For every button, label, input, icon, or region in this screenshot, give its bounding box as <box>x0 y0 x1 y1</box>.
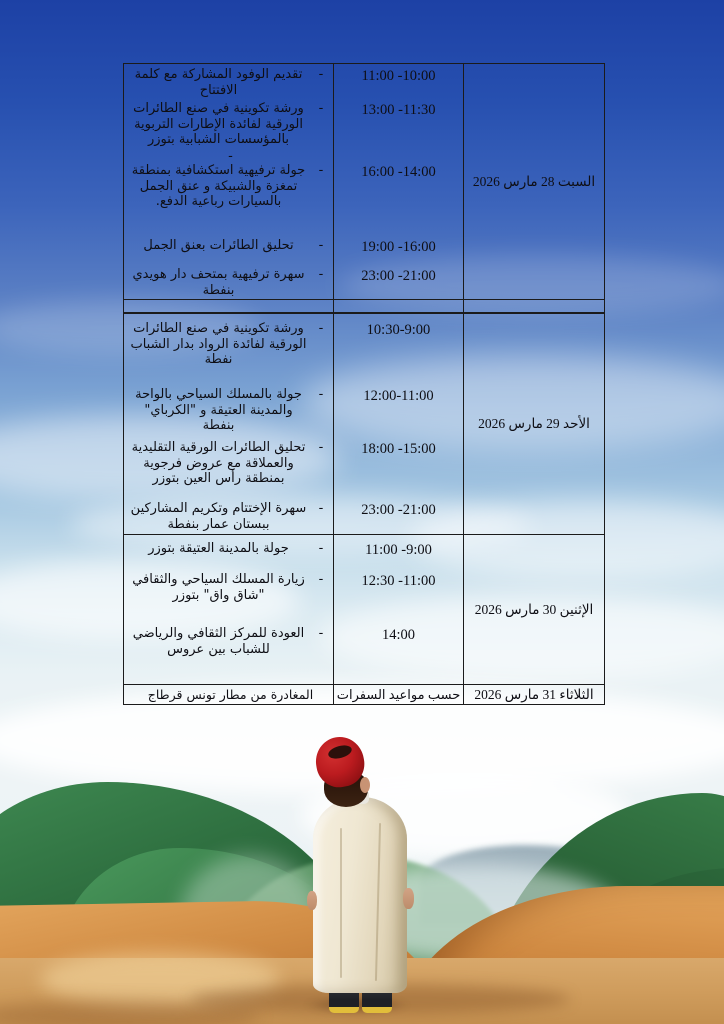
cloud <box>0 415 340 500</box>
activity-item: - تحليق الطائرات بعنق الجمل <box>124 238 333 267</box>
time-slot: 13:00 -11:30 <box>361 102 436 118</box>
schedule-day-row-monday: - جولة بالمدينة العتيقة بتوزر - زيارة ال… <box>124 534 604 684</box>
table-gap-row <box>124 299 604 312</box>
activity-text: تقديم الوفود المشاركة مع كلمة الافتتاح <box>134 67 303 98</box>
time-slot: حسب مواعيد السفرات <box>336 686 461 702</box>
sand-highlight <box>40 952 280 1007</box>
activity-item: - العودة للمركز الثقافي والرياضي للشباب … <box>124 626 333 657</box>
time-slot: 12:00-11:00 <box>363 388 434 404</box>
cheek <box>360 777 370 793</box>
activity-cell: - جولة بالمدينة العتيقة بتوزر - زيارة ال… <box>124 535 334 684</box>
bullet-dash: - <box>318 440 324 455</box>
bullet-dash: - <box>318 572 324 587</box>
bullet-dash: - <box>318 101 324 116</box>
time-slot: 23:00 -21:00 <box>361 502 436 518</box>
cloud <box>410 500 724 580</box>
time-slot: 23:00 -21:00 <box>361 268 436 284</box>
bullet-dash: - <box>318 67 324 82</box>
activity-text: - <box>228 149 233 164</box>
activity-text: العودة للمركز الثقافي والرياضي للشباب بي… <box>132 626 305 657</box>
time-slot: 14:00 <box>381 627 416 643</box>
time-cell: حسب مواعيد السفرات <box>334 685 464 704</box>
activity-item: - تحليق الطائرات الورقية التقليدية والعم… <box>124 440 333 501</box>
right-hand <box>403 888 414 909</box>
time-slot: 10:30-9:00 <box>366 322 431 338</box>
time-cell: 11:00 -10:00 13:00 -11:30 16:00 -14:00 1… <box>334 64 464 299</box>
bullet-dash: - <box>318 501 324 516</box>
bullet-dash: - <box>318 321 324 336</box>
bullet-dash: - <box>318 387 324 402</box>
schedule-table: - تقديم الوفود المشاركة مع كلمة الافتتاح… <box>123 63 605 705</box>
bullet-dash: - <box>318 541 324 556</box>
activity-item: - جولة بالمسلك السياحي بالواحة والمدينة … <box>124 387 333 440</box>
white-jebba-robe <box>313 797 407 993</box>
time-slot: 12:30 -11:00 <box>361 573 436 589</box>
activity-text: المغادرة من مطار تونس قرطاج <box>147 686 314 702</box>
activity-item: - ورشة تكوينية في صنع الطائرات الورقية ل… <box>124 101 333 149</box>
activity-item: - جولة ترفيهية استكشافية بمنطقة تمغزة وا… <box>124 163 333 238</box>
activity-cell: - ورشة تكوينية في صنع الطائرات الورقية ل… <box>124 314 334 534</box>
activity-item: - سهرة ترفيهية بمتحف دار هويدي بنفطة <box>124 267 333 298</box>
date-cell: الثلاثاء 31 مارس 2026 <box>474 686 594 702</box>
activity-text: تحليق الطائرات بعنق الجمل <box>143 238 294 253</box>
cloud <box>320 595 724 680</box>
activity-text: سهرة الإختتام وتكريم المشاركين ببستان عم… <box>130 501 307 532</box>
activity-item: - زيارة المسلك السياحي والثقافي "شاق واق… <box>124 572 333 626</box>
date-cell: الأحد 29 مارس 2026 <box>478 416 590 431</box>
time-slot: 11:00 -9:00 <box>365 542 432 558</box>
activity-text: سهرة ترفيهية بمتحف دار هويدي بنفطة <box>132 267 305 298</box>
activity-item: المغادرة من مطار تونس قرطاج <box>124 685 333 704</box>
activity-item: - ورشة تكوينية في صنع الطائرات الورقية ل… <box>124 321 333 387</box>
robe-fold <box>340 828 342 978</box>
schedule-day-row-saturday: - تقديم الوفود المشاركة مع كلمة الافتتاح… <box>124 64 604 299</box>
activity-item: - تقديم الوفود المشاركة مع كلمة الافتتاح <box>124 67 333 101</box>
time-slot <box>334 149 463 163</box>
activity-text: زيارة المسلك السياحي والثقافي "شاق واق" … <box>132 572 305 603</box>
time-cell <box>334 300 464 312</box>
activity-text: ورشة تكوينية في صنع الطائرات الورقية لفا… <box>130 321 307 367</box>
activity-cell <box>124 300 334 312</box>
bullet-dash: - <box>318 163 324 178</box>
cloud <box>340 255 724 315</box>
time-slot: 11:00 -10:00 <box>361 68 436 84</box>
time-slot: 16:00 -14:00 <box>361 164 436 180</box>
schedule-day-row-tuesday: المغادرة من مطار تونس قرطاج حسب مواعيد ا… <box>124 684 604 704</box>
activity-text: جولة بالمدينة العتيقة بتوزر <box>148 541 289 556</box>
left-hand <box>307 891 317 910</box>
time-slot: 19:00 -16:00 <box>361 239 436 255</box>
date-cell: الإثنين 30 مارس 2026 <box>474 601 594 617</box>
activity-text: ورشة تكوينية في صنع الطائرات الورقية لفا… <box>133 101 304 147</box>
cloud <box>0 560 300 640</box>
activity-cell: المغادرة من مطار تونس قرطاج <box>124 685 334 704</box>
activity-text: تحليق الطائرات الورقية التقليدية والعملا… <box>131 440 306 486</box>
bullet-dash: - <box>318 626 324 641</box>
activity-text: جولة بالمسلك السياحي بالواحة والمدينة ال… <box>135 387 302 433</box>
activity-item: - جولة بالمدينة العتيقة بتوزر <box>124 541 333 572</box>
sand-shadow <box>0 1000 260 1024</box>
time-cell: 11:00 -9:00 12:30 -11:00 14:00 <box>334 535 464 684</box>
time-cell: 10:30-9:00 12:00-11:00 18:00 -15:00 23:0… <box>334 314 464 534</box>
time-slot: 18:00 -15:00 <box>361 441 436 457</box>
cloud <box>300 355 724 450</box>
date-cell <box>464 300 604 312</box>
bullet-dash: - <box>318 238 324 253</box>
activity-text: جولة ترفيهية استكشافية بمنطقة تمغزة والش… <box>131 163 306 209</box>
bullet-dash: - <box>318 267 324 282</box>
schedule-day-row-sunday: - ورشة تكوينية في صنع الطائرات الورقية ل… <box>124 312 604 534</box>
activity-item: - سهرة الإختتام وتكريم المشاركين ببستان … <box>124 501 333 532</box>
activity-cell: - تقديم الوفود المشاركة مع كلمة الافتتاح… <box>124 64 334 299</box>
date-cell: السبت 28 مارس 2026 <box>472 173 596 189</box>
child-figure <box>300 733 418 1024</box>
cloud <box>0 300 260 355</box>
activity-item: - <box>124 149 333 164</box>
